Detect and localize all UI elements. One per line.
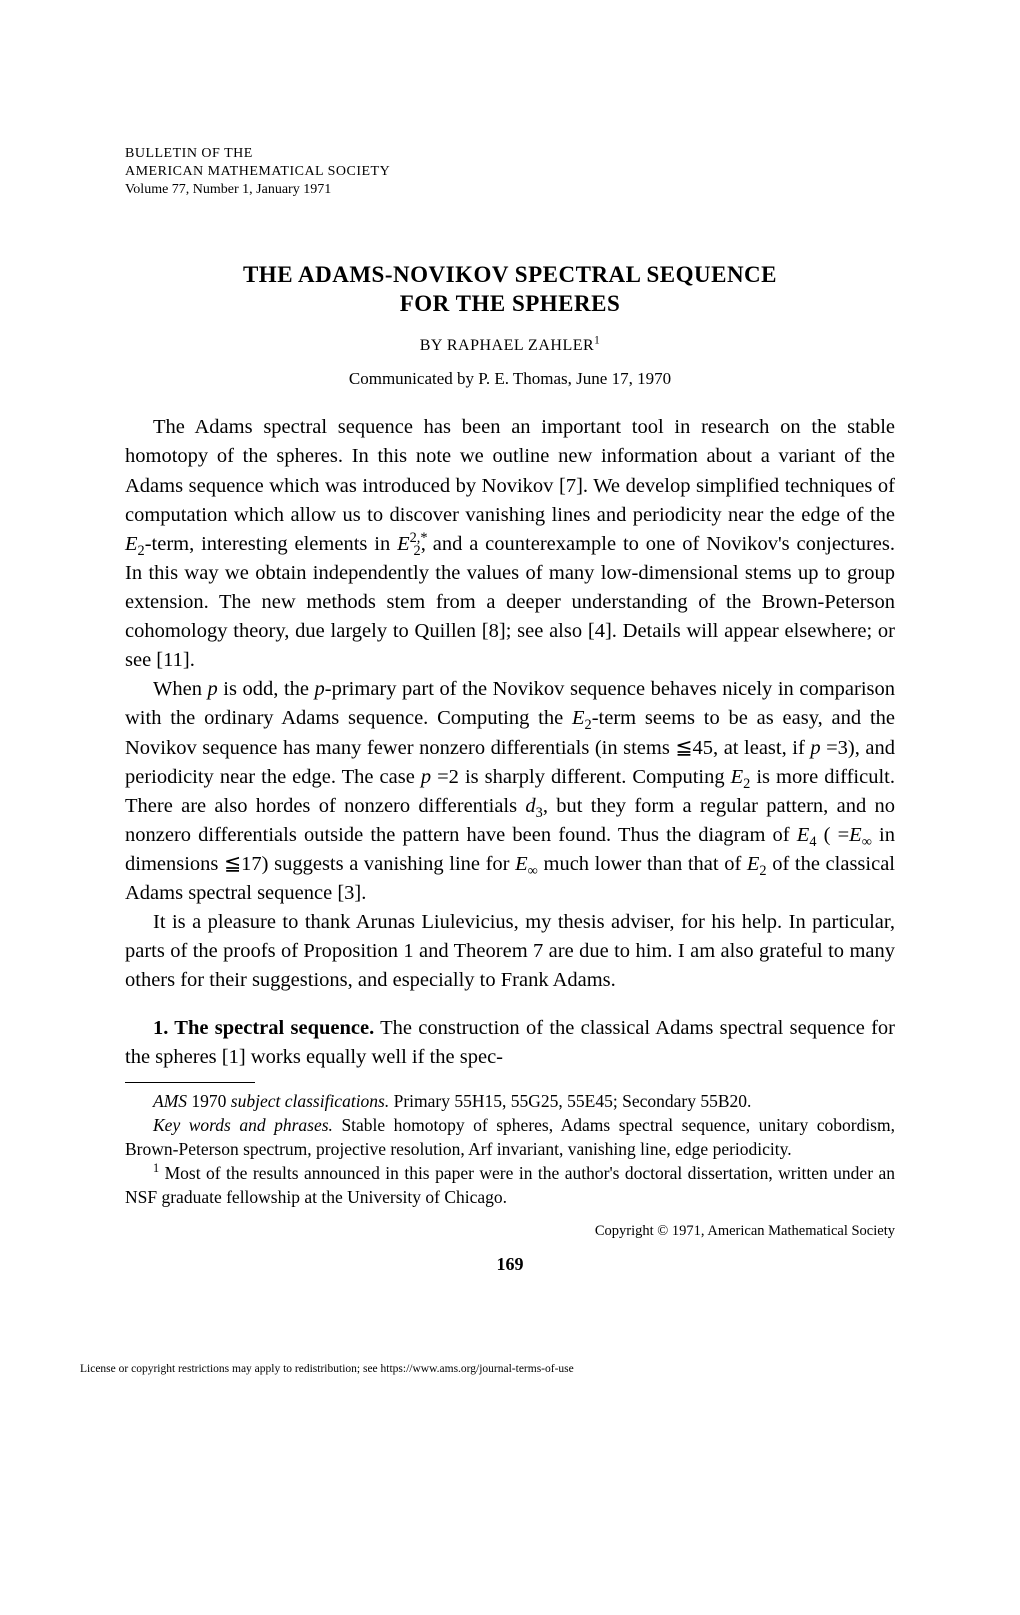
paragraph-3: It is a pleasure to thank Arunas Liulevi… bbox=[125, 908, 895, 995]
license-notice: License or copyright restrictions may ap… bbox=[0, 1363, 1020, 1375]
footnote-separator bbox=[125, 1082, 255, 1083]
title-line-2: FOR THE SPHERES bbox=[125, 289, 895, 319]
author-footnote-ref: 1 bbox=[594, 335, 600, 347]
paragraph-2: When p is odd, the p-primary part of the… bbox=[125, 675, 895, 908]
article-title: THE ADAMS-NOVIKOV SPECTRAL SEQUENCE FOR … bbox=[125, 260, 895, 320]
page-container: BULLETIN OF THE AMERICAN MATHEMATICAL SO… bbox=[0, 0, 1020, 1335]
footnote-1: 1 Most of the results announced in this … bbox=[125, 1161, 895, 1209]
journal-issue: Volume 77, Number 1, January 1971 bbox=[125, 181, 895, 199]
communicated-by: Communicated by P. E. Thomas, June 17, 1… bbox=[125, 369, 895, 389]
footnotes: AMS 1970 subject classifications. Primar… bbox=[125, 1089, 895, 1210]
page-number: 169 bbox=[125, 1254, 895, 1275]
ams-classification: AMS 1970 subject classifications. Primar… bbox=[125, 1089, 895, 1113]
section-heading-1: 1. The spectral sequence. bbox=[153, 1017, 374, 1039]
journal-header: BULLETIN OF THE AMERICAN MATHEMATICAL SO… bbox=[125, 145, 895, 200]
article-body: The Adams spectral sequence has been an … bbox=[125, 413, 895, 1071]
copyright-notice: Copyright © 1971, American Mathematical … bbox=[125, 1223, 895, 1240]
byline: BY RAPHAEL ZAHLER1 bbox=[125, 337, 895, 355]
title-line-1: THE ADAMS-NOVIKOV SPECTRAL SEQUENCE bbox=[125, 260, 895, 290]
keywords: Key words and phrases. Stable homotopy o… bbox=[125, 1113, 895, 1161]
journal-name-2: AMERICAN MATHEMATICAL SOCIETY bbox=[125, 163, 895, 181]
paragraph-1: The Adams spectral sequence has been an … bbox=[125, 413, 895, 675]
paragraph-4: 1. The spectral sequence. The constructi… bbox=[125, 1014, 895, 1072]
journal-name-1: BULLETIN OF THE bbox=[125, 145, 895, 163]
author-name: BY RAPHAEL ZAHLER bbox=[420, 337, 594, 354]
